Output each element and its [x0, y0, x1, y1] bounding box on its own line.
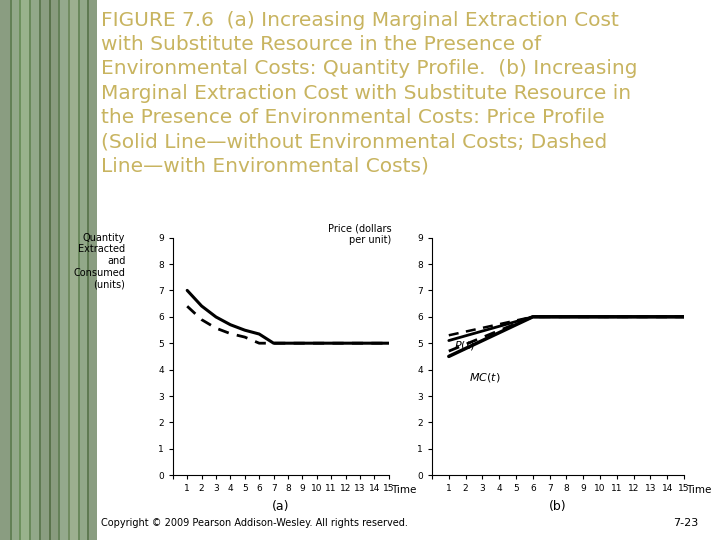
- FancyBboxPatch shape: [78, 0, 89, 540]
- FancyBboxPatch shape: [58, 0, 70, 540]
- FancyBboxPatch shape: [0, 0, 12, 540]
- FancyBboxPatch shape: [39, 0, 50, 540]
- Text: $P(t)$: $P(t)$: [454, 339, 474, 352]
- Text: $MC(t)$: $MC(t)$: [469, 371, 500, 384]
- Text: Time: Time: [391, 485, 416, 495]
- Text: 7-23: 7-23: [673, 518, 698, 528]
- Text: Price (dollars
per unit): Price (dollars per unit): [328, 224, 392, 245]
- Text: Quantity
Extracted
and
Consumed
(units): Quantity Extracted and Consumed (units): [73, 233, 125, 289]
- FancyBboxPatch shape: [30, 0, 41, 540]
- Text: Time: Time: [687, 485, 712, 495]
- Text: FIGURE 7.6  (a) Increasing Marginal Extraction Cost
with Substitute Resource in : FIGURE 7.6 (a) Increasing Marginal Extra…: [101, 11, 637, 176]
- Text: Copyright © 2009 Pearson Addison-Wesley. All rights reserved.: Copyright © 2009 Pearson Addison-Wesley.…: [101, 518, 408, 528]
- Text: (b): (b): [549, 500, 567, 512]
- FancyBboxPatch shape: [49, 0, 60, 540]
- FancyBboxPatch shape: [88, 0, 99, 540]
- Text: (a): (a): [272, 500, 289, 512]
- FancyBboxPatch shape: [10, 0, 22, 540]
- FancyBboxPatch shape: [68, 0, 80, 540]
- FancyBboxPatch shape: [19, 0, 31, 540]
